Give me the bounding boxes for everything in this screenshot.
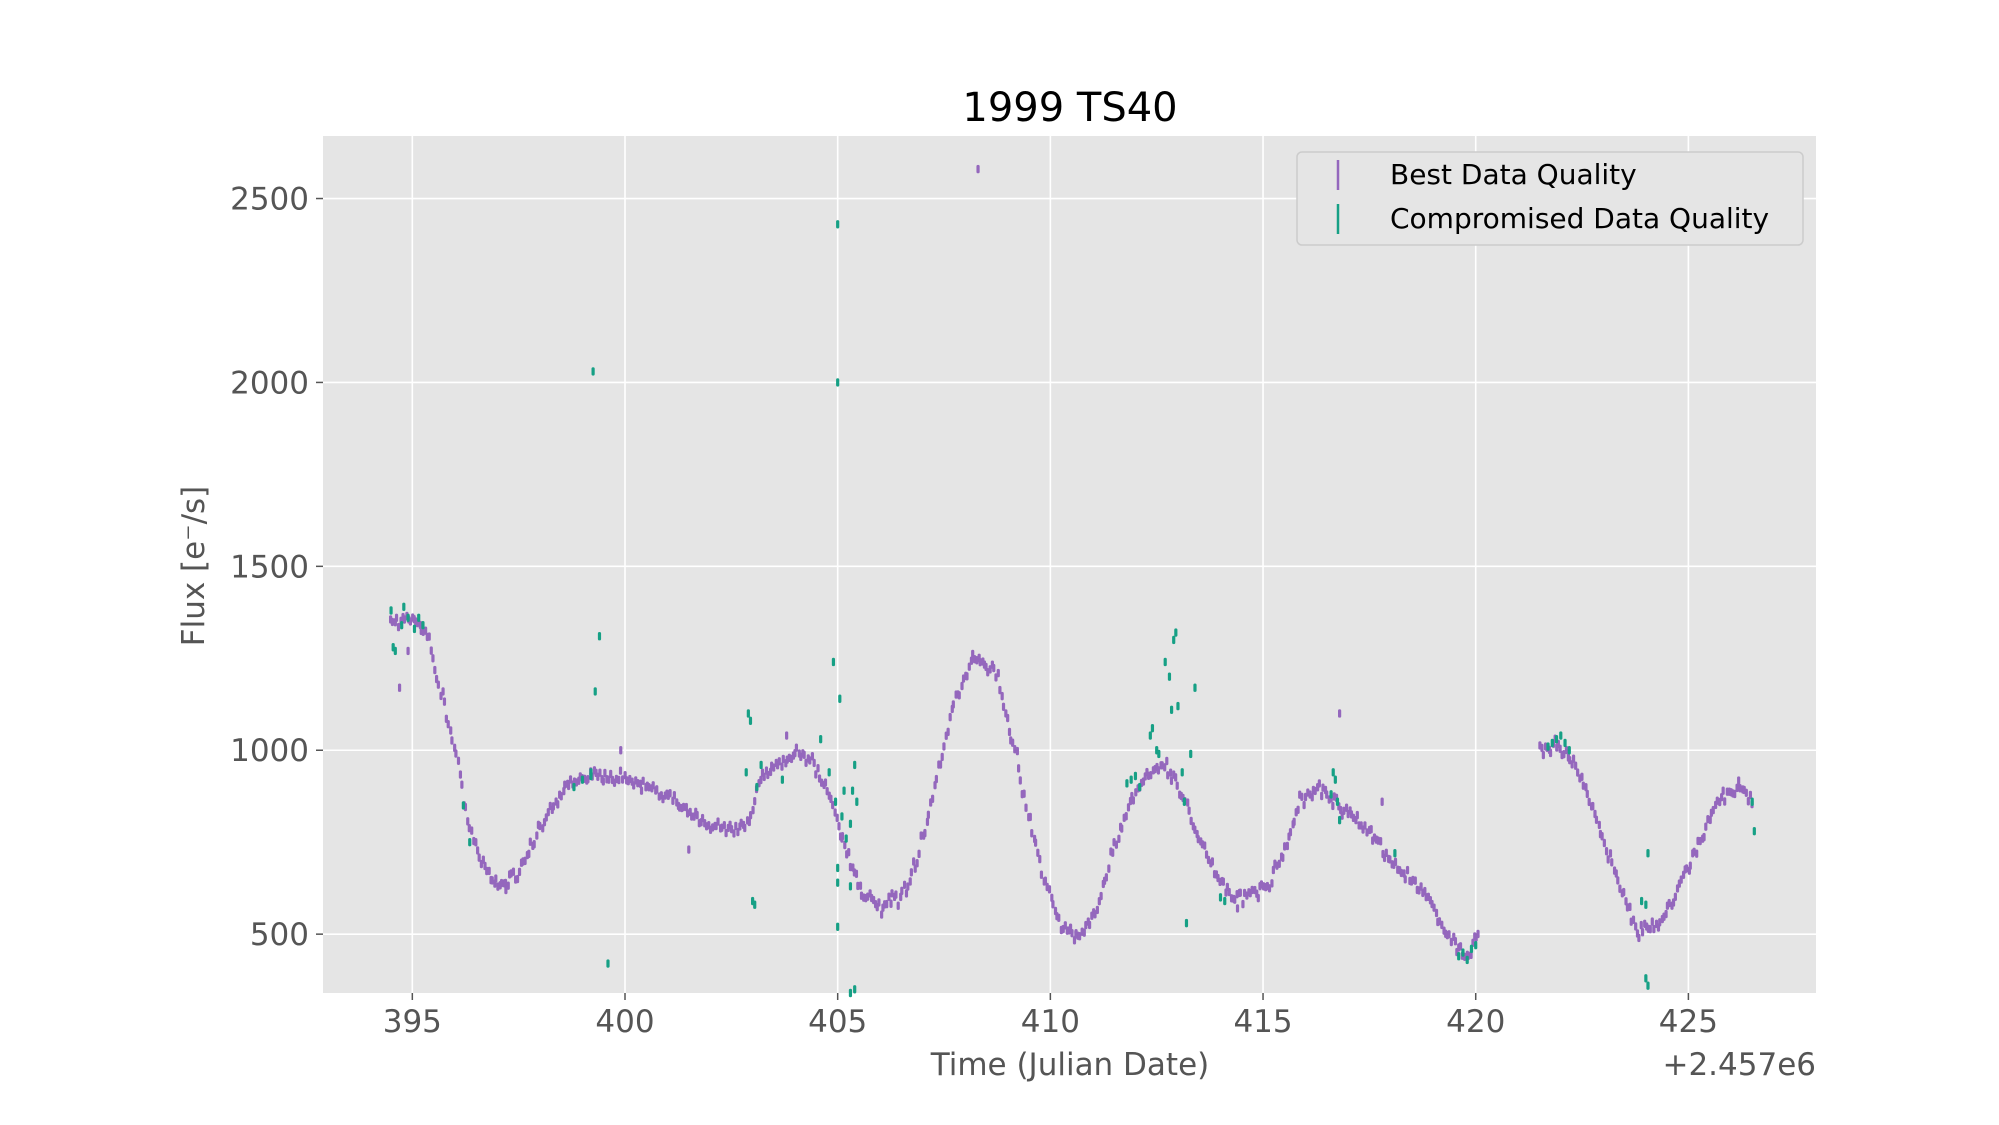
compromised-quality-points [389,220,1756,998]
x-tick-label: 415 [1233,1004,1292,1040]
x-tick-label: 400 [595,1004,654,1040]
x-axis-offset-label: +2.457e6 [1662,1047,1816,1083]
y-tick-label: 2500 [230,182,309,218]
y-axis-ticks: 500 1000 1500 2000 2500 [230,182,323,953]
x-tick-label: 405 [808,1004,867,1040]
legend-label-best: Best Data Quality [1390,158,1637,191]
y-tick-label: 500 [250,917,309,953]
legend-label-compromised: Compromised Data Quality [1390,202,1769,235]
y-tick-label: 2000 [230,365,309,401]
y-axis-label: Flux [e⁻/s] [176,486,212,647]
best-quality-points [388,164,1754,961]
legend-box [1296,151,1804,246]
chart-title: 1999 TS40 [962,85,1177,131]
x-tick-label: 420 [1446,1004,1505,1040]
legend: Best Data Quality Compromised Data Quali… [1296,151,1804,246]
x-tick-label: 425 [1659,1004,1718,1040]
x-tick-label: 395 [383,1004,442,1040]
y-tick-label: 1500 [230,549,309,585]
x-axis-ticks: 395 400 405 410 415 420 425 [383,993,1718,1040]
plot-area [323,136,1816,993]
x-axis-label: Time (Julian Date) [930,1047,1210,1083]
y-tick-label: 1000 [230,733,309,769]
x-tick-label: 410 [1021,1004,1080,1040]
